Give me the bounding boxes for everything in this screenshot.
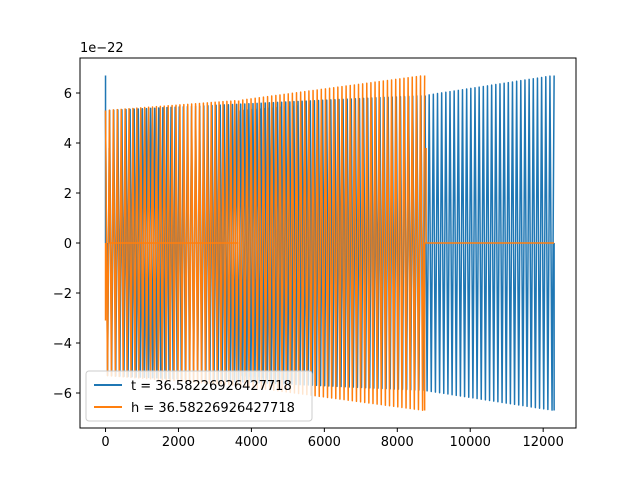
- y-tick-label: 2: [64, 187, 72, 202]
- x-tick-label: 10000: [450, 435, 491, 450]
- x-tick-label: 4000: [235, 435, 268, 450]
- legend-label-t: t = 36.58226926427718: [131, 379, 292, 394]
- legend: t = 36.58226926427718 h = 36.58226926427…: [85, 370, 313, 422]
- x-tick-label: 6000: [308, 435, 341, 450]
- legend-label-h: h = 36.58226926427718: [131, 401, 295, 416]
- y-tick-label: −6: [53, 387, 72, 402]
- x-tick-label: 2000: [162, 435, 195, 450]
- x-tick-label: 0: [101, 435, 109, 450]
- x-tick-label: 8000: [381, 435, 414, 450]
- x-axis: 0 2000 4000 6000 8000 10000 12000: [101, 428, 564, 450]
- y-offset-label: 1e−22: [80, 41, 124, 56]
- y-tick-label: 4: [64, 137, 72, 152]
- y-tick-label: −2: [53, 287, 72, 302]
- y-tick-label: −4: [53, 337, 72, 352]
- y-axis: −6 −4 −2 0 2 4 6: [53, 87, 80, 402]
- oscillation-segment: [104, 94, 426, 392]
- x-tick-label: 12000: [522, 435, 563, 450]
- y-tick-label: 6: [64, 87, 72, 102]
- oscillation-segment: [104, 100, 240, 387]
- oscillation-segment: [424, 75, 555, 411]
- series-layer: [104, 75, 555, 411]
- y-tick-label: 0: [64, 237, 72, 252]
- legend-box: [85, 370, 313, 422]
